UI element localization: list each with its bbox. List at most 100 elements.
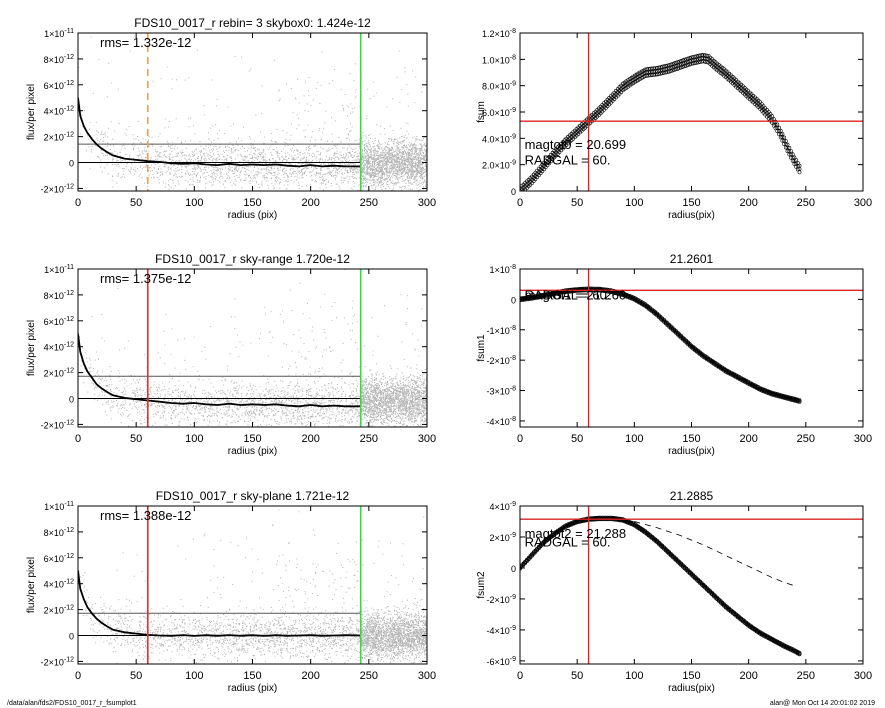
pixel-point (422, 155, 424, 157)
pixel-point (330, 166, 332, 168)
pixel-point (380, 417, 382, 419)
pixel-point (372, 164, 373, 165)
pixel-point (404, 144, 405, 146)
pixel-point (420, 164, 421, 166)
pixel-point (176, 153, 178, 155)
pixel-point (122, 173, 124, 175)
pixel-point (408, 154, 410, 156)
pixel-point (96, 130, 98, 132)
pixel-point (407, 160, 409, 162)
pixel-point (290, 88, 292, 90)
pixel-point (170, 187, 172, 189)
pixel-point (386, 159, 388, 161)
pixel-point (406, 158, 408, 160)
pixel-point (323, 127, 324, 129)
pixel-point (215, 159, 217, 161)
pixel-point (269, 393, 271, 395)
pixel-point (395, 156, 397, 158)
pixel-point (242, 159, 244, 161)
pixel-point (380, 152, 382, 154)
pixel-point (124, 159, 126, 161)
y-tick-label: 2×10-12 (44, 132, 75, 143)
pixel-point (314, 139, 316, 141)
pixel-point (224, 187, 226, 189)
pixel-point (408, 169, 409, 171)
pixel-point (417, 181, 419, 183)
pixel-point (400, 142, 401, 144)
pixel-point (341, 155, 342, 157)
pixel-point (392, 168, 394, 170)
pixel-point (381, 152, 383, 154)
pixel-point (377, 185, 379, 187)
pixel-point (370, 164, 372, 166)
pixel-point (268, 390, 270, 391)
pixel-point (410, 188, 411, 190)
pixel-point (380, 176, 382, 178)
pixel-point (161, 170, 163, 172)
pixel-point (416, 139, 418, 141)
pixel-point (232, 411, 234, 413)
pixel-point (378, 147, 380, 149)
pixel-point (405, 158, 407, 160)
pixel-point (416, 175, 418, 177)
pixel-point (336, 172, 338, 174)
pixel-point (376, 173, 378, 174)
pixel-point (372, 411, 374, 413)
pixel-point (266, 162, 268, 164)
pixel-point (253, 153, 254, 154)
pixel-point (414, 156, 416, 158)
pixel-point (162, 182, 164, 184)
pixel-point (221, 175, 223, 177)
pixel-point (363, 165, 365, 167)
pixel-point (168, 185, 170, 187)
pixel-point (204, 159, 205, 161)
pixel-point (377, 144, 379, 146)
pixel-point (420, 148, 422, 150)
pixel-point (112, 158, 114, 160)
pixel-point (377, 166, 379, 168)
pixel-point (405, 165, 407, 166)
pixel-point (333, 167, 335, 169)
pixel-point (388, 415, 390, 417)
pixel-point (404, 169, 406, 170)
pixel-point (218, 147, 220, 149)
pixel-point (114, 164, 116, 165)
pixel-point (122, 168, 124, 170)
pixel-point (163, 165, 165, 167)
pixel-point (362, 170, 364, 172)
pixel-point (352, 376, 354, 378)
pixel-point (384, 142, 386, 144)
pixel-point (363, 157, 365, 159)
pixel-point (261, 158, 263, 160)
pixel-point (356, 139, 358, 141)
pixel-point (153, 176, 155, 178)
pixel-point (362, 159, 364, 160)
pixel-point (271, 153, 273, 155)
pixel-point (334, 162, 336, 164)
pixel-point (350, 338, 352, 340)
pixel-point (190, 423, 192, 425)
pixel-point (222, 169, 223, 170)
pixel-point (381, 182, 383, 184)
pixel-point (192, 177, 194, 179)
pixel-point (366, 178, 368, 180)
pixel-point (419, 148, 421, 150)
pixel-point (313, 166, 315, 168)
pixel-point (329, 170, 331, 172)
pixel-point (118, 175, 120, 177)
pixel-point (255, 171, 257, 173)
pixel-point (380, 133, 382, 135)
pixel-point (321, 408, 323, 410)
pixel-point (399, 169, 401, 170)
growth-point (790, 152, 795, 157)
pixel-point (389, 158, 391, 160)
pixel-point (194, 133, 196, 135)
pixel-point (328, 159, 330, 161)
pixel-point (236, 175, 238, 176)
pixel-point (327, 140, 328, 142)
pixel-point (215, 146, 217, 148)
pixel-point (353, 167, 355, 169)
pixel-point (290, 149, 292, 151)
pixel-point (407, 164, 409, 166)
